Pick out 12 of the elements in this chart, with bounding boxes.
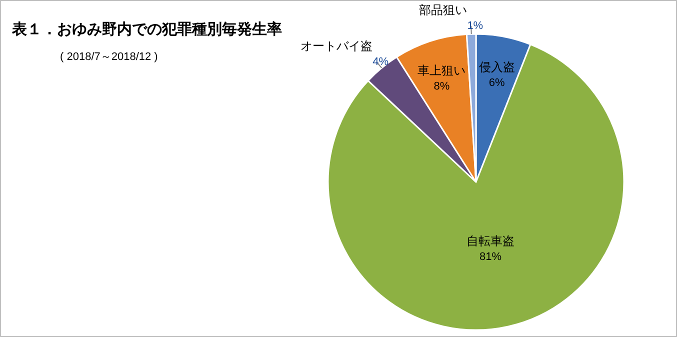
data-label: 4% bbox=[372, 56, 389, 68]
data-label: 8% bbox=[434, 80, 450, 92]
data-label: 6% bbox=[488, 76, 505, 89]
slice-label: 車上狙い bbox=[418, 63, 466, 78]
text: 表１．おゆみ野内での犯罪種別毎発生率 bbox=[11, 20, 282, 38]
slice-label: 自転車盗 bbox=[466, 234, 515, 248]
slice-label: オートバイ盗 bbox=[300, 38, 373, 53]
slice-label: 部品狙い bbox=[419, 3, 468, 18]
data-label: 1% bbox=[467, 20, 484, 32]
text: ( 2018/7～2018/12 ) bbox=[60, 51, 158, 63]
slice-label: 侵入盗 bbox=[478, 60, 515, 74]
data-label: 81% bbox=[480, 250, 502, 263]
